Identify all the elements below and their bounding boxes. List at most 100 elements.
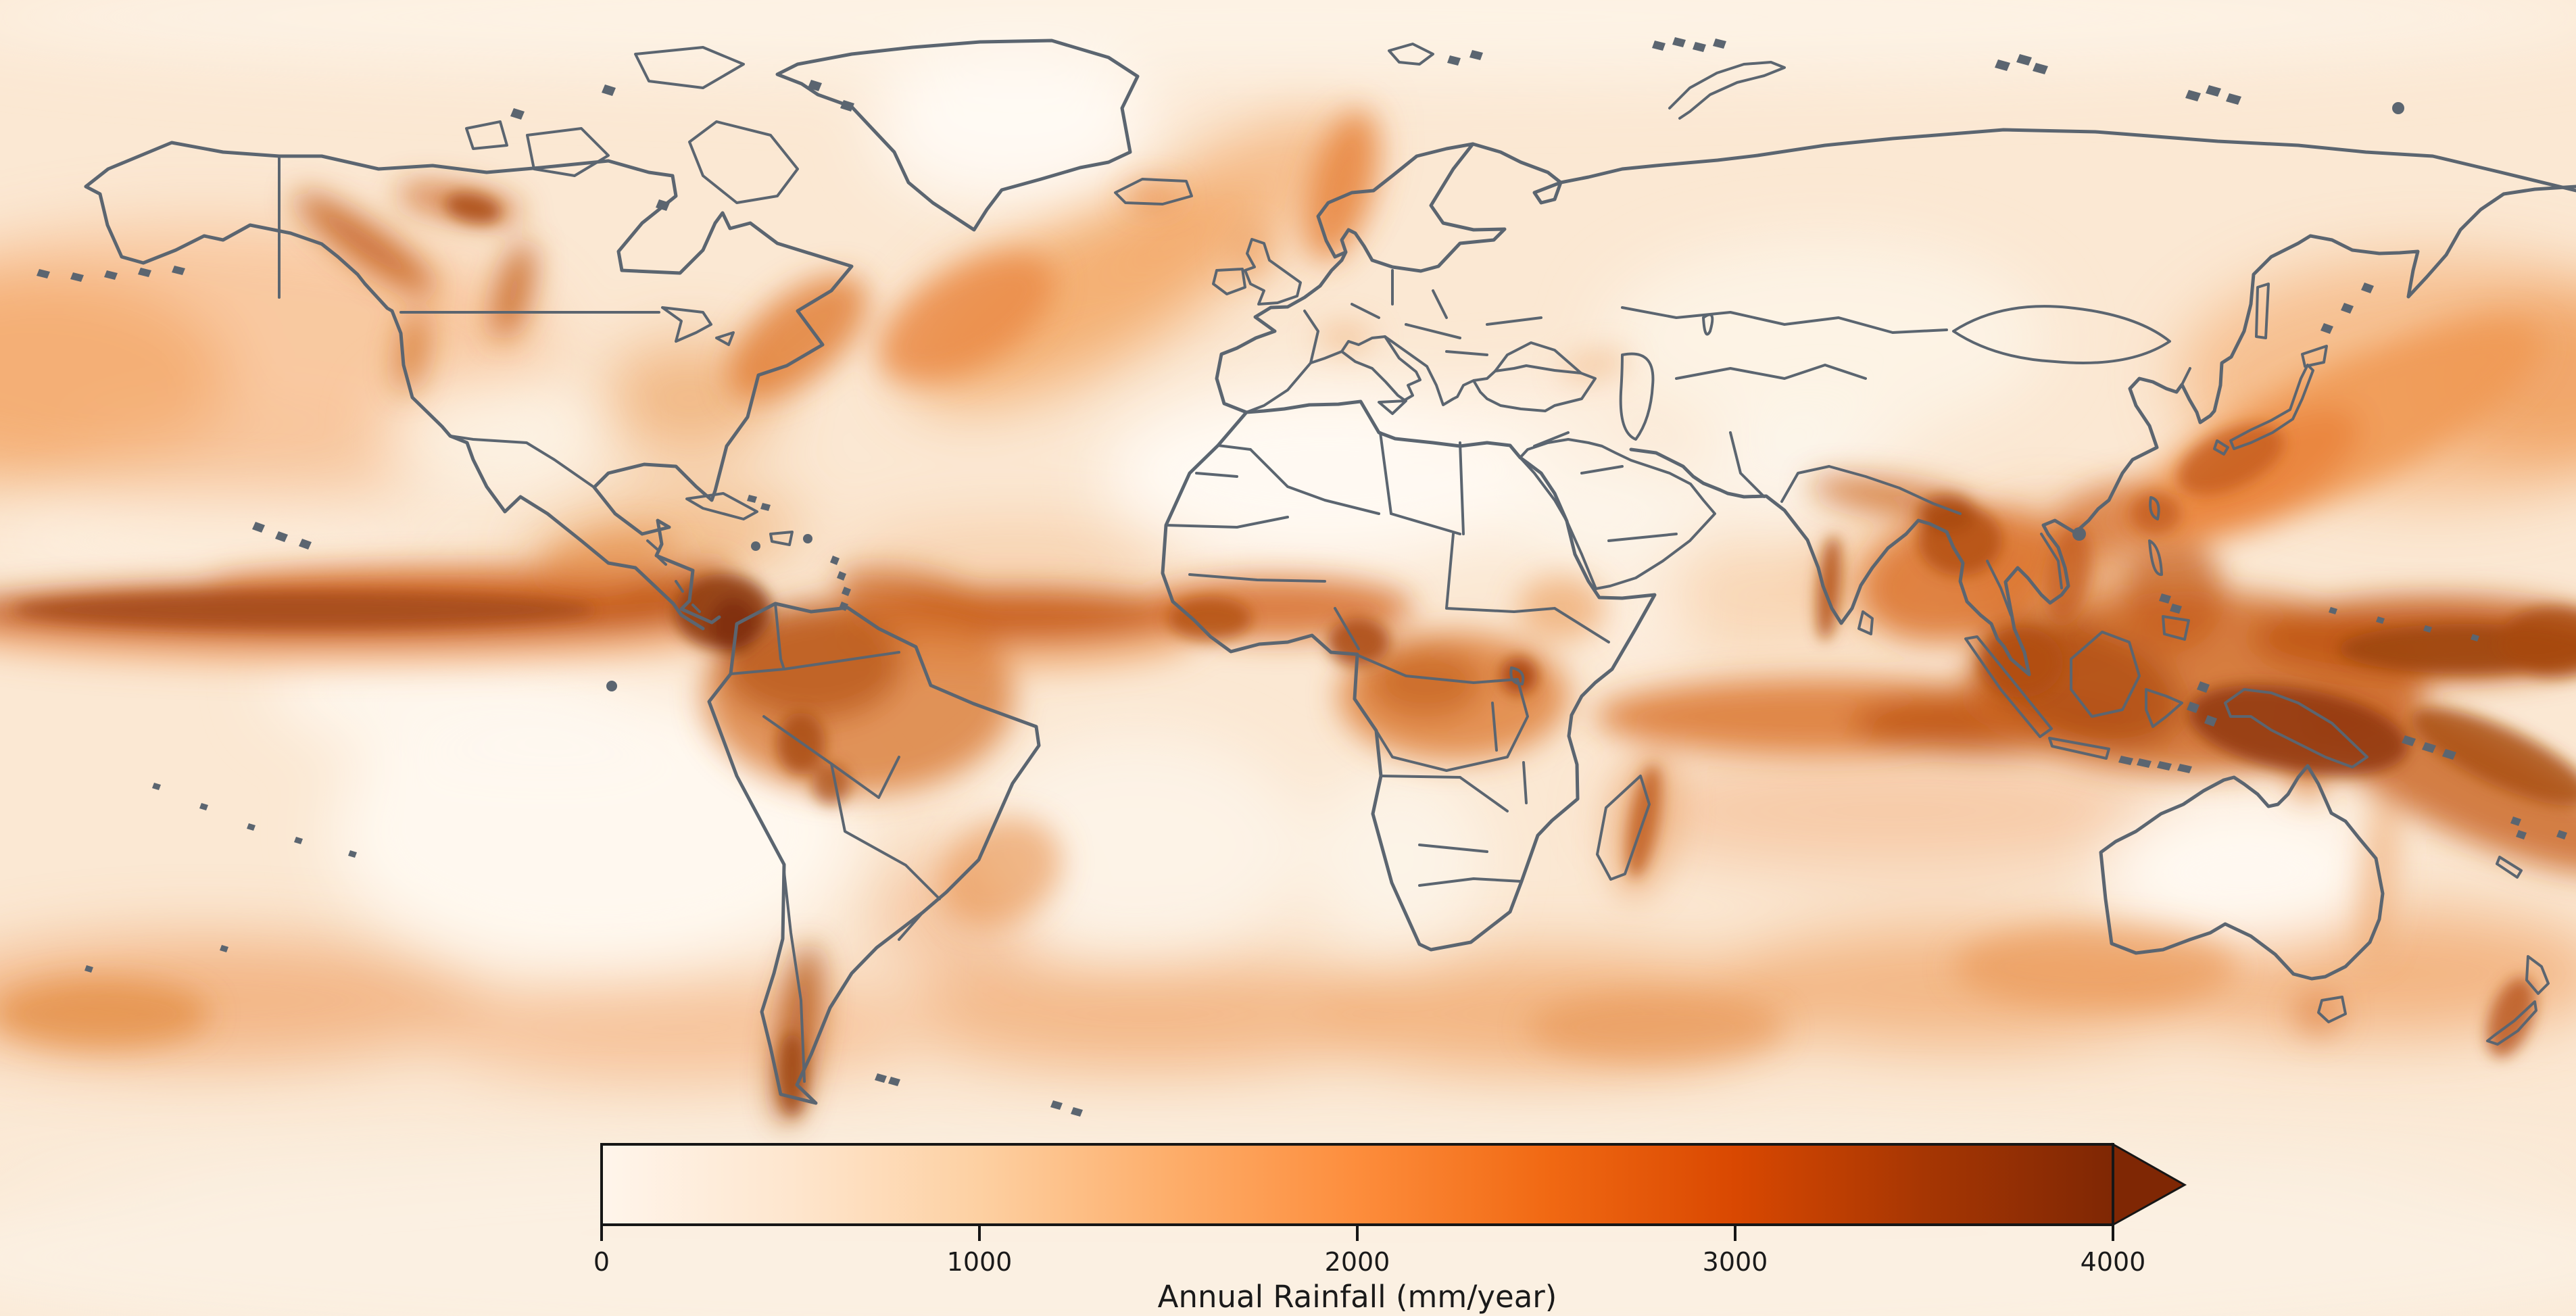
greenland xyxy=(775,39,1140,232)
caspian-sea xyxy=(1619,352,1655,441)
galapagos xyxy=(606,681,617,691)
vanuatu-fiji xyxy=(2510,817,2567,839)
visayas xyxy=(2159,593,2182,614)
taiwan xyxy=(2149,496,2160,520)
svalbard-islets xyxy=(1447,50,1483,66)
rainfall-blob xyxy=(709,597,758,654)
new-zealand xyxy=(2486,955,2550,1046)
rainfall-blob xyxy=(0,504,426,578)
rainfall-blob xyxy=(265,639,681,780)
ellesmere-island xyxy=(634,46,745,89)
rainfall-blob xyxy=(720,605,902,720)
rainfall-blob xyxy=(1116,108,1358,297)
rainfall-blob xyxy=(1953,925,2237,1008)
rainfall-cores xyxy=(14,193,2576,1117)
country-borders xyxy=(37,37,2576,1117)
solomon-islands xyxy=(2402,735,2456,760)
central-america-borders xyxy=(646,539,701,613)
rainfall-blob xyxy=(2168,408,2360,539)
rainfall-blob xyxy=(727,274,868,401)
rainfall-blob xyxy=(2132,493,2181,534)
new-caledonia xyxy=(2496,856,2523,879)
rainfall-blob xyxy=(1700,416,1855,531)
rainfall-blob xyxy=(493,241,535,340)
rainfall-blob xyxy=(878,253,1055,383)
moluccas xyxy=(2187,681,2217,727)
us-mexico-border xyxy=(449,435,596,489)
rainfall-blob xyxy=(445,193,502,224)
great-lakes xyxy=(661,306,735,346)
rainfall-blob xyxy=(0,979,210,1049)
severnaya-zemlya xyxy=(1995,54,2048,74)
sicily xyxy=(1378,399,1407,415)
rainfall-blob xyxy=(812,764,850,804)
colorbar: 0 1000 2000 3000 4000 Annual Rainfall (m… xyxy=(593,1142,2187,1315)
rainfall-blob xyxy=(433,970,919,1085)
iceland xyxy=(1114,178,1193,205)
europe-coastline xyxy=(1215,142,1507,414)
japan xyxy=(2213,345,2328,456)
south-america-coastline xyxy=(707,602,1041,1105)
middle-east-borders xyxy=(1533,431,1678,542)
kuril-islands xyxy=(2320,283,2374,334)
africa-internal-borders xyxy=(1165,431,1610,887)
hawaii xyxy=(252,522,312,550)
rainfall-blob xyxy=(1609,754,2177,869)
north-america-coastline xyxy=(84,141,854,625)
africa-coastline xyxy=(1161,399,1657,952)
rainfall-blob xyxy=(906,956,1392,1071)
madagascar xyxy=(1596,775,1651,881)
lesser-antilles xyxy=(830,556,851,611)
rainfall-blob xyxy=(538,529,679,579)
sakhalin xyxy=(2255,283,2270,339)
colorbar-ticks xyxy=(600,1225,2114,1241)
russia-arctic-coast xyxy=(1471,128,2576,205)
svalbard xyxy=(1388,43,1434,66)
rainfall-blob xyxy=(1311,767,1487,950)
jamaica xyxy=(751,541,760,551)
colorbar-tick-3000: 3000 xyxy=(1703,1247,1768,1277)
rainfall-blob xyxy=(385,375,602,490)
rainfall-blob xyxy=(1168,597,1252,640)
rainfall-blob xyxy=(61,416,412,531)
colorbar-gradient-bar xyxy=(600,1143,2114,1226)
colorbar-axis-label: Annual Rainfall (mm/year) xyxy=(1158,1279,1557,1315)
victoria-island xyxy=(526,127,610,177)
rainfall-blob xyxy=(1507,456,1710,571)
rainfall-blob xyxy=(872,51,1156,206)
rainfall-blob xyxy=(1500,657,1538,695)
sulawesi xyxy=(2145,688,2183,728)
colorbar-tick-4000: 4000 xyxy=(2081,1247,2146,1277)
wrangel-island xyxy=(2392,102,2404,114)
rainfall-blob xyxy=(2122,537,2224,652)
arabia xyxy=(1519,438,1716,590)
rainfall-blob xyxy=(2498,607,2576,677)
rainfall-blob xyxy=(1979,627,2063,698)
baffin-island xyxy=(688,120,799,204)
rainfall-blob xyxy=(620,562,732,608)
colorbar-tick-2000: 2000 xyxy=(1325,1247,1390,1277)
rainfall-blob xyxy=(14,592,595,627)
black-sea xyxy=(1494,341,1582,374)
puerto-rico xyxy=(803,534,812,543)
rainfall-blob xyxy=(1369,648,1484,718)
borneo xyxy=(2070,631,2141,718)
rainfall-blob xyxy=(2486,977,2536,1058)
rainfall-blob xyxy=(1305,110,1379,262)
sumatra xyxy=(1964,635,2053,738)
europe-internal-borders xyxy=(1303,269,1542,364)
new-siberian-islands xyxy=(2185,85,2241,105)
australia-coastline xyxy=(2099,764,2385,981)
rainfall-blob xyxy=(295,192,435,295)
rainfall-blob xyxy=(1649,537,1866,652)
north-america-pacific-coast xyxy=(84,185,705,631)
new-guinea xyxy=(2224,688,2368,769)
aleutians xyxy=(37,266,185,282)
hainan xyxy=(2072,527,2086,541)
rainfall-blob xyxy=(1517,576,1605,641)
java xyxy=(2048,737,2110,760)
tasmania xyxy=(2317,996,2347,1023)
colorbar-tick-1000: 1000 xyxy=(947,1247,1013,1277)
